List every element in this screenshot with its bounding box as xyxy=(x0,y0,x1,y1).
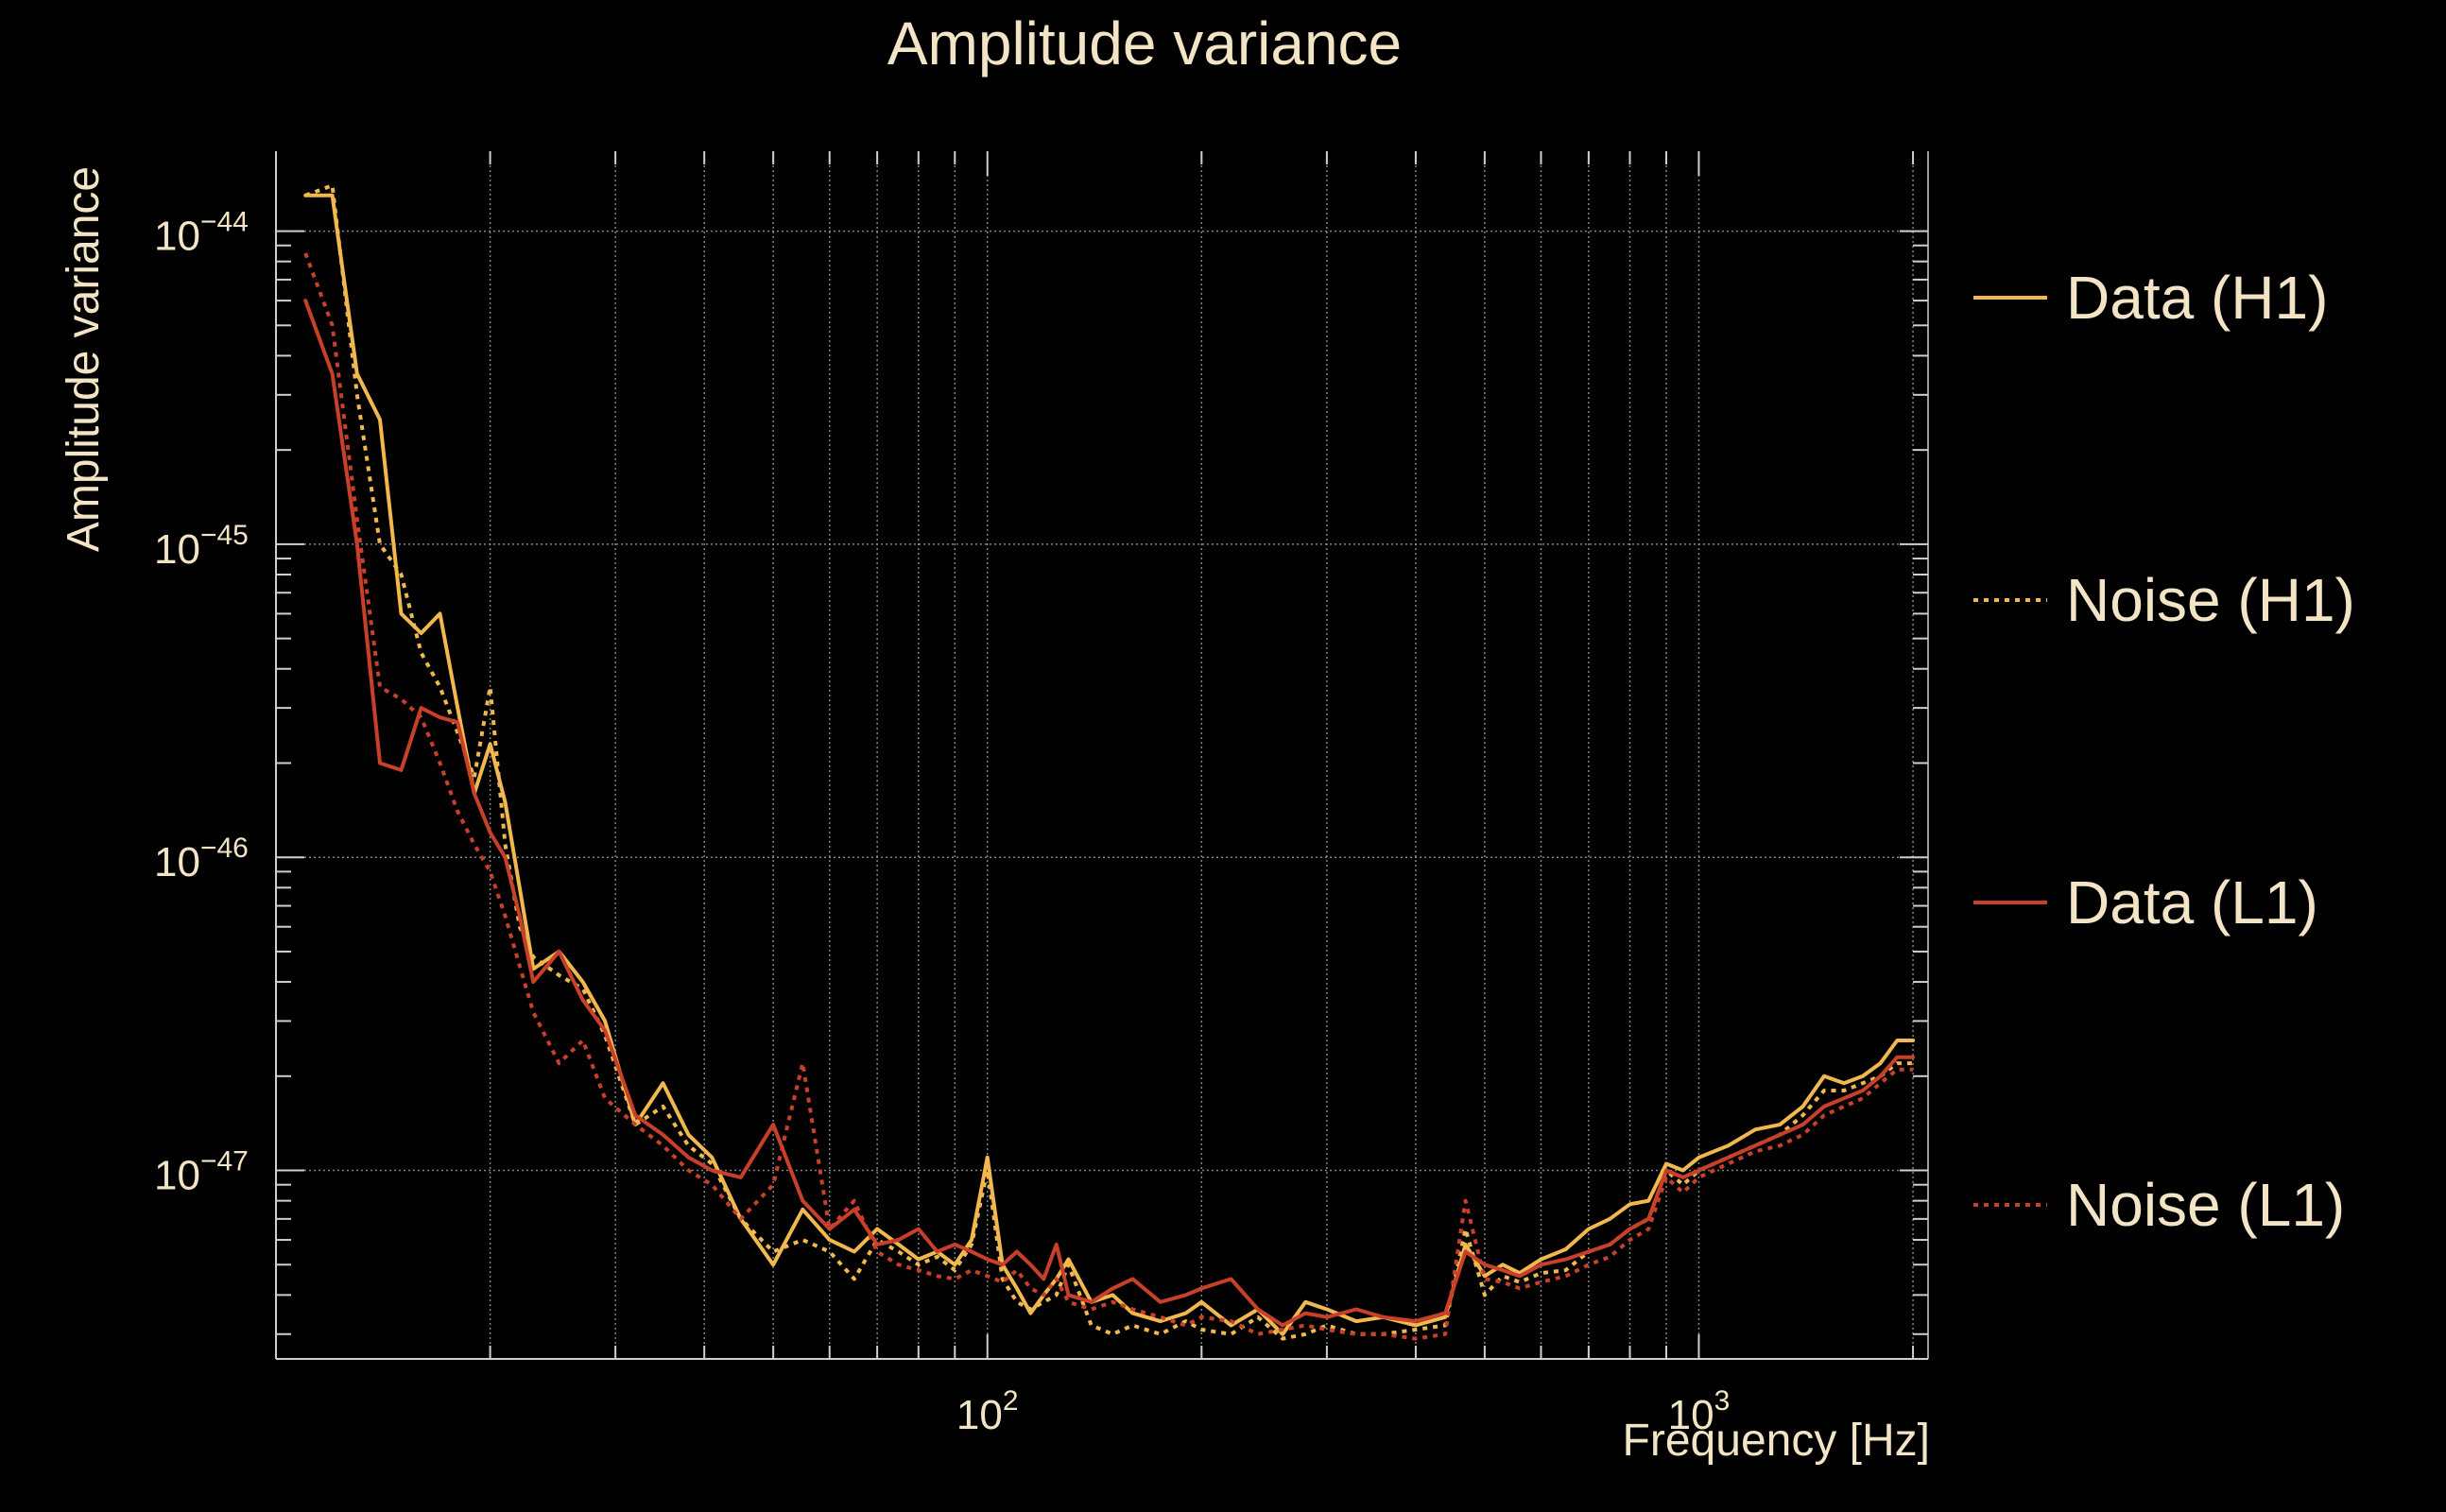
y-tick-label: 10−47 xyxy=(154,1146,249,1199)
legend-label-noise-l1: Noise (L1) xyxy=(2066,1171,2345,1239)
x-tick-label: 103 xyxy=(1668,1385,1731,1438)
axes: 102 103 10−44 10−45 10−46 10−47 xyxy=(154,151,1929,1438)
x-axis-label: Frequency [Hz] xyxy=(1623,1416,1930,1466)
y-tick-label: 10−46 xyxy=(154,833,249,885)
y-tick-label: 10−44 xyxy=(154,207,249,260)
series-line-data-h1 xyxy=(303,193,1916,1336)
series-line-data-l1 xyxy=(303,299,1916,1328)
series-group xyxy=(303,183,1916,1341)
x-tick-label: 102 xyxy=(956,1385,1019,1438)
chart-title: Amplitude variance xyxy=(887,9,1402,77)
legend-label-data-l1: Data (L1) xyxy=(2066,868,2318,936)
y-tick-label: 10−45 xyxy=(154,520,249,573)
legend: Data (H1) Noise (H1) Data (L1) Noise (L1) xyxy=(1973,264,2355,1239)
legend-label-noise-h1: Noise (H1) xyxy=(2066,566,2355,634)
y-axis-label: Amplitude variance xyxy=(59,166,109,552)
legend-label-data-h1: Data (H1) xyxy=(2066,264,2328,332)
